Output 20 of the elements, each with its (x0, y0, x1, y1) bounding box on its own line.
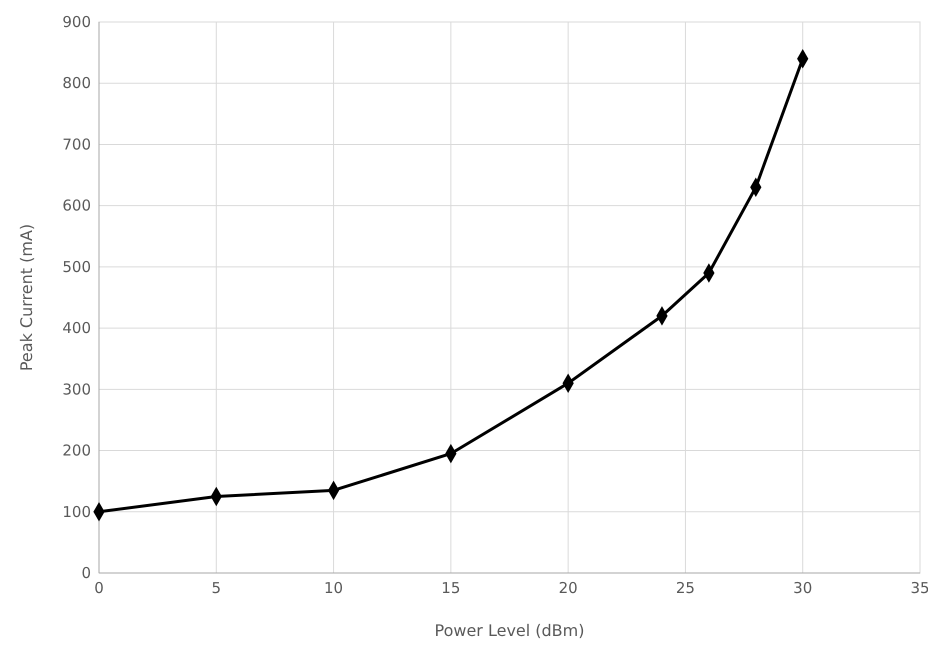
x-tick-label: 5 (212, 579, 222, 597)
y-tick-label: 700 (62, 135, 91, 154)
y-tick-label: 800 (62, 74, 91, 92)
x-tick-label: 0 (94, 579, 104, 597)
y-tick-label: 300 (62, 380, 91, 398)
x-tick-label: 15 (441, 579, 460, 597)
y-tick-label: 600 (62, 196, 91, 215)
x-tick-label: 25 (676, 579, 695, 597)
y-tick-label: 0 (81, 564, 91, 582)
x-tick-label: 10 (324, 579, 344, 597)
y-tick-label: 400 (62, 319, 91, 338)
x-tick-label: 30 (793, 579, 812, 597)
x-tick-label: 20 (558, 579, 578, 597)
y-tick-label: 500 (62, 258, 91, 276)
x-tick-label: 35 (910, 579, 928, 597)
x-axis-title: Power Level (dBm) (434, 621, 584, 640)
y-tick-label: 900 (62, 13, 91, 31)
y-axis-title: Peak Current (mA) (17, 224, 36, 372)
y-tick-label: 200 (62, 442, 91, 460)
y-tick-label: 100 (62, 502, 91, 521)
